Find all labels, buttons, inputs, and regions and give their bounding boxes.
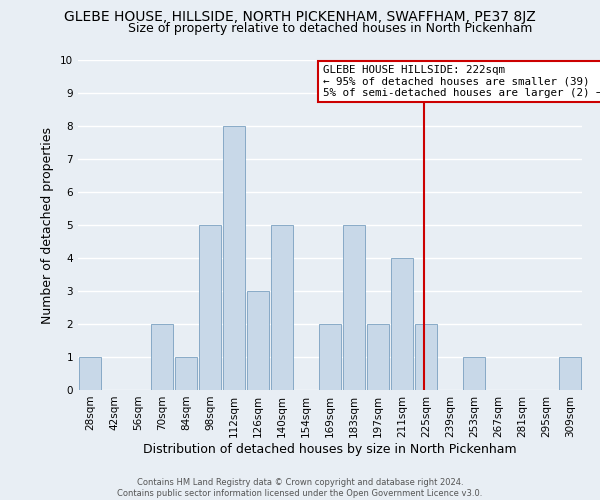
Bar	[79, 357, 101, 390]
Bar	[559, 357, 581, 390]
Bar	[463, 357, 485, 390]
Y-axis label: Number of detached properties: Number of detached properties	[41, 126, 55, 324]
Bar	[151, 324, 173, 390]
Bar	[223, 126, 245, 390]
Bar	[319, 324, 341, 390]
Bar	[391, 258, 413, 390]
Bar	[415, 324, 437, 390]
Bar	[367, 324, 389, 390]
Text: GLEBE HOUSE, HILLSIDE, NORTH PICKENHAM, SWAFFHAM, PE37 8JZ: GLEBE HOUSE, HILLSIDE, NORTH PICKENHAM, …	[64, 10, 536, 24]
Bar	[247, 291, 269, 390]
Bar	[199, 225, 221, 390]
Bar	[271, 225, 293, 390]
Bar	[343, 225, 365, 390]
X-axis label: Distribution of detached houses by size in North Pickenham: Distribution of detached houses by size …	[143, 442, 517, 456]
Text: Contains HM Land Registry data © Crown copyright and database right 2024.
Contai: Contains HM Land Registry data © Crown c…	[118, 478, 482, 498]
Title: Size of property relative to detached houses in North Pickenham: Size of property relative to detached ho…	[128, 22, 532, 35]
Bar	[175, 357, 197, 390]
Text: GLEBE HOUSE HILLSIDE: 222sqm
← 95% of detached houses are smaller (39)
5% of sem: GLEBE HOUSE HILLSIDE: 222sqm ← 95% of de…	[323, 65, 600, 98]
